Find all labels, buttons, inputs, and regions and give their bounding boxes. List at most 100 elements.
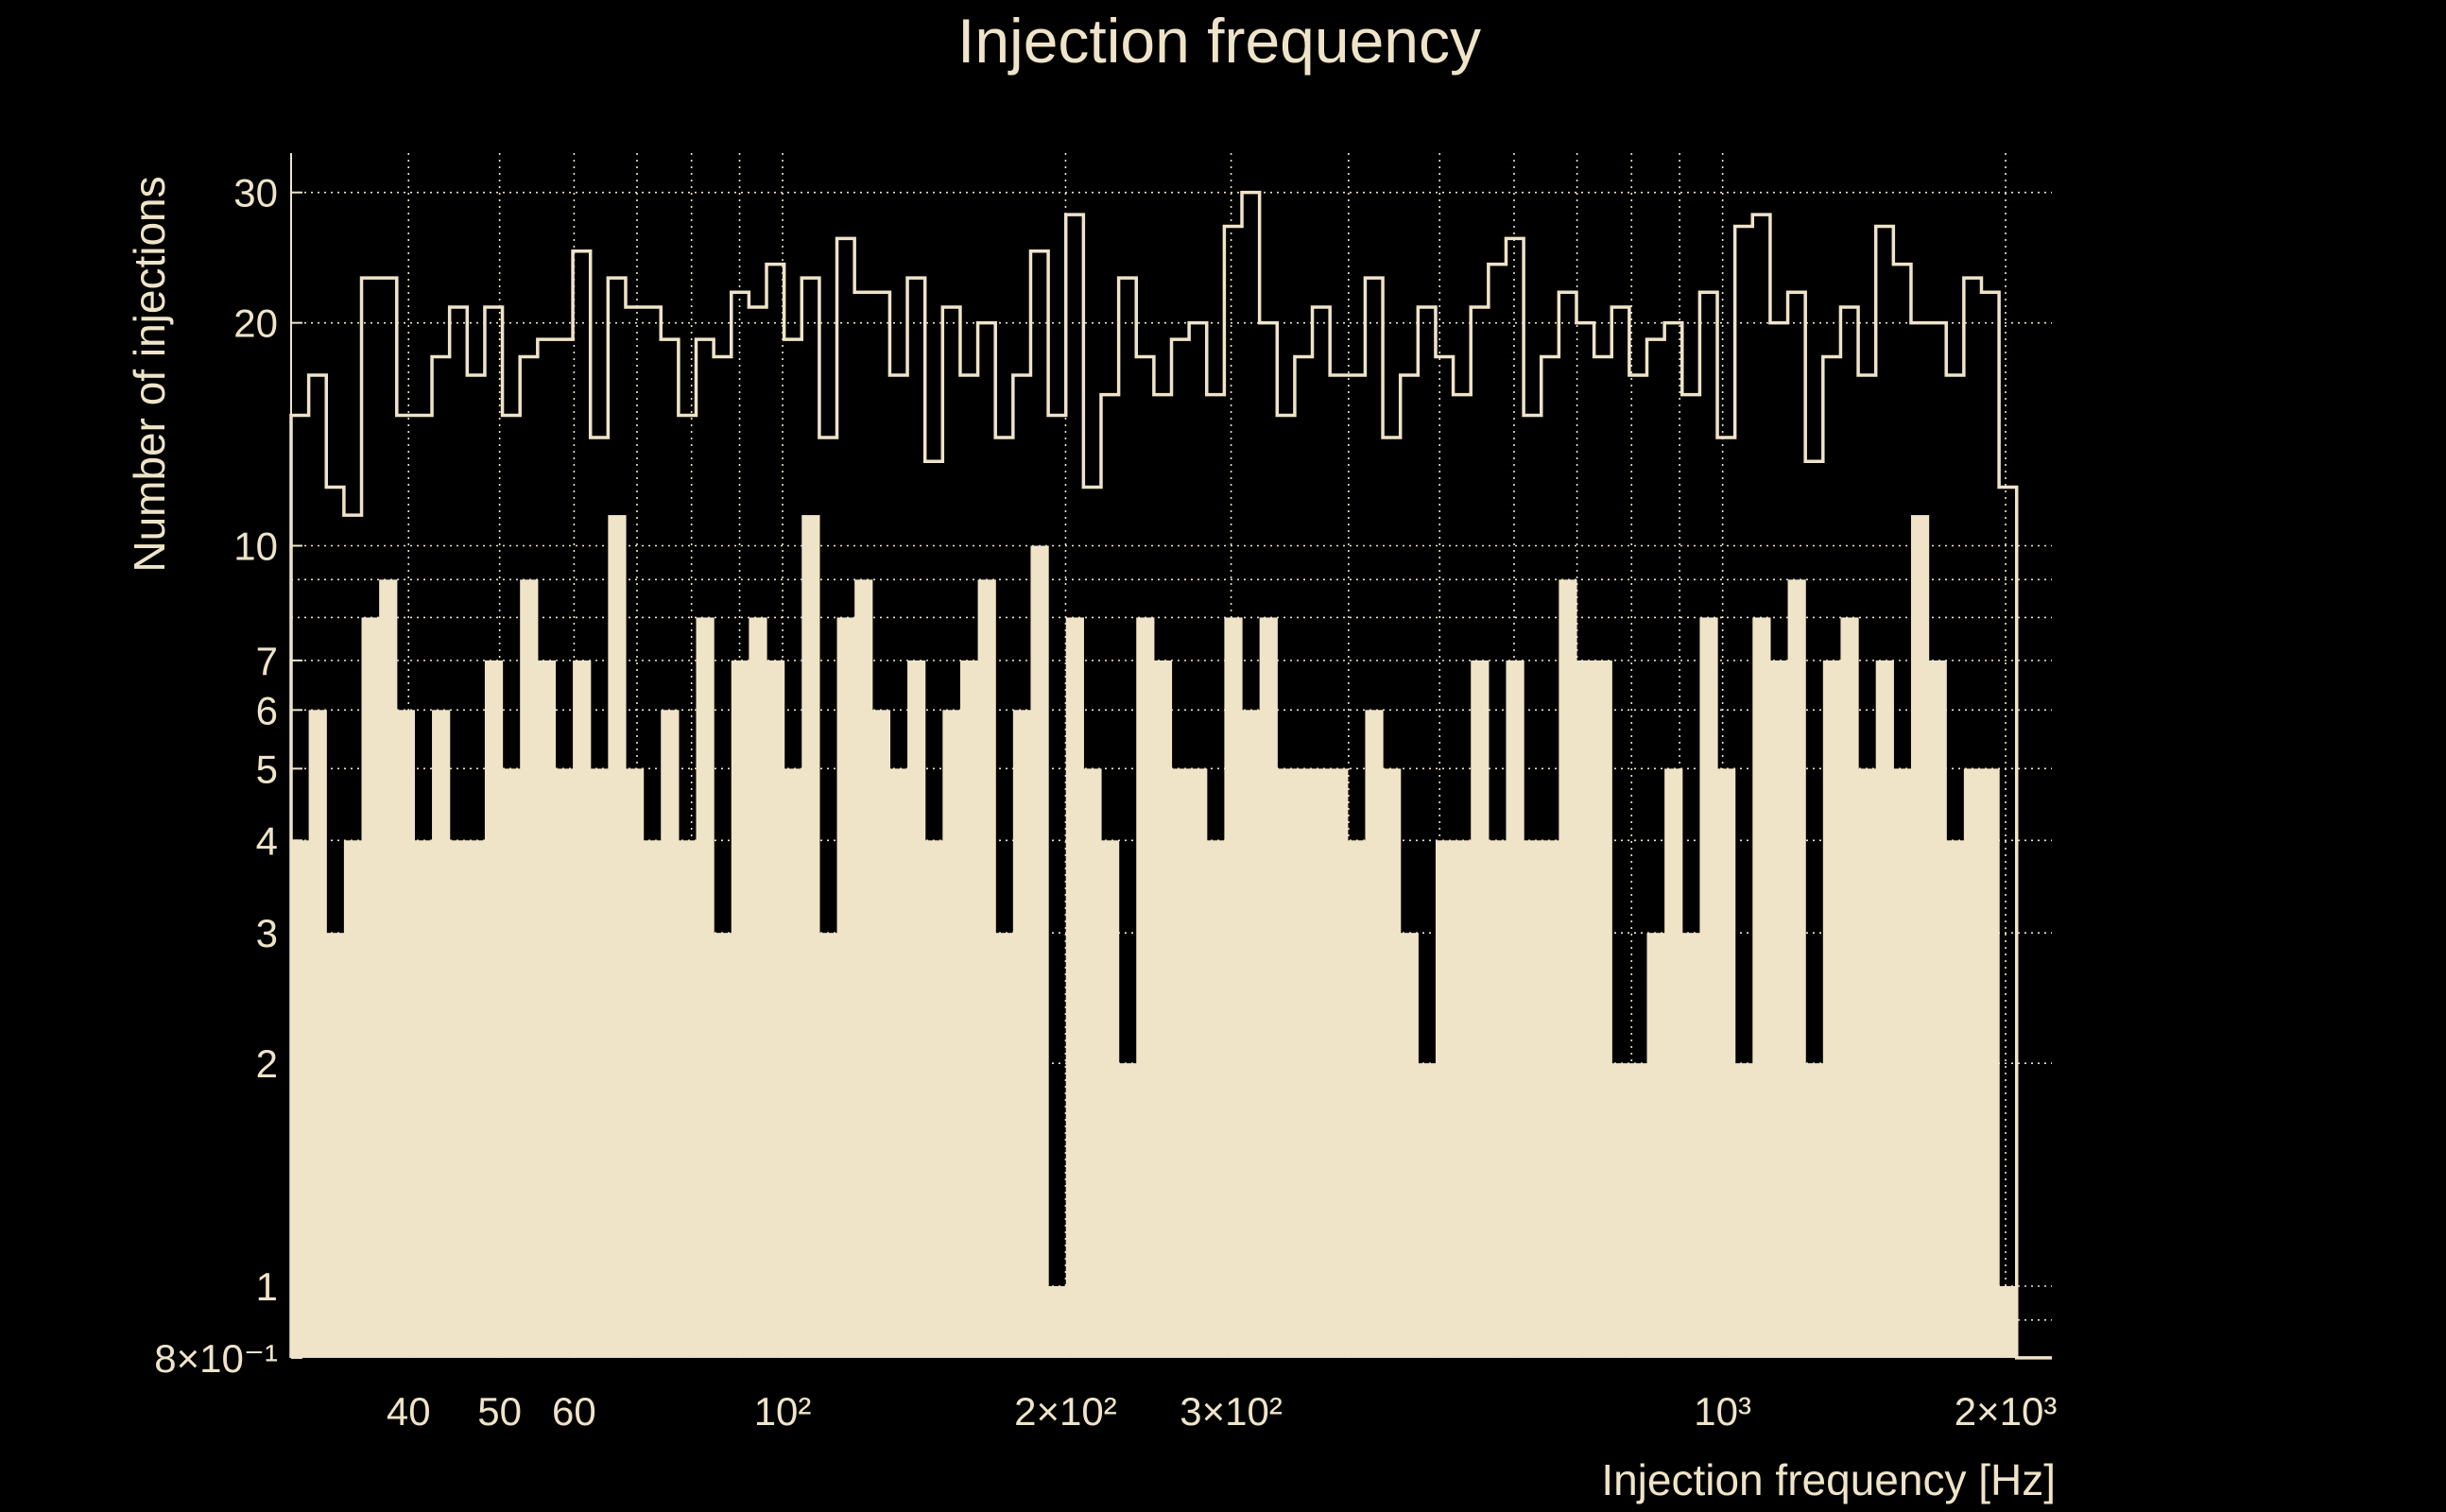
y-axis-label: Number of injections <box>125 176 174 572</box>
x-tick-label: 50 <box>477 1389 522 1434</box>
histogram-bar <box>573 660 592 1358</box>
histogram-bar <box>555 768 574 1358</box>
histogram-bar <box>1999 1286 2018 1358</box>
x-tick-label: 2×10² <box>1014 1389 1117 1434</box>
histogram-bar <box>1294 768 1314 1358</box>
histogram-bar <box>1206 840 1225 1358</box>
histogram-bar <box>1471 660 1490 1358</box>
histogram-bar <box>907 660 926 1358</box>
histogram-bar <box>1506 660 1524 1358</box>
histogram-bar <box>889 768 908 1358</box>
histogram-bar <box>1312 768 1331 1358</box>
x-tick-label: 2×10³ <box>1955 1389 2058 1434</box>
histogram-bar <box>396 710 416 1358</box>
histogram-bar <box>854 579 873 1358</box>
y-tick-label: 5 <box>256 747 278 791</box>
histogram-bar <box>1153 660 1173 1358</box>
histogram-bar <box>1559 579 1577 1358</box>
histogram-bar <box>678 840 698 1358</box>
histogram-bar <box>1928 660 1947 1358</box>
x-tick-label: 60 <box>552 1389 596 1434</box>
histogram-bar <box>1646 933 1665 1358</box>
y-tick-label: 3 <box>256 911 278 955</box>
histogram-bar <box>1805 1063 1824 1358</box>
histogram-bar <box>784 768 802 1358</box>
y-tick-label: 2 <box>256 1041 278 1086</box>
histogram-bar <box>1963 768 1983 1358</box>
x-axis-label: Injection frequency [Hz] <box>1601 1455 2056 1504</box>
histogram-bar <box>1946 840 1965 1358</box>
histogram-bar <box>1171 768 1190 1358</box>
histogram-bar <box>871 710 891 1358</box>
histogram-bar <box>1769 660 1789 1358</box>
histogram-bar <box>731 660 749 1358</box>
histogram-bar <box>1100 840 1120 1358</box>
y-tick-label: 6 <box>256 688 278 732</box>
histogram-bar <box>1875 660 1894 1358</box>
histogram-bar <box>1136 617 1155 1358</box>
histogram-bar <box>995 933 1014 1358</box>
histogram-bar <box>343 840 363 1358</box>
histogram-bar <box>643 840 662 1358</box>
histogram-bar <box>924 840 943 1358</box>
x-tick-labels: 40 50 60 10² 2×10² 3×10² 10³ 2×10³ <box>387 1389 2057 1434</box>
x-tick-label: 10³ <box>1694 1389 1751 1434</box>
histogram-bar <box>308 710 327 1358</box>
histogram-bar <box>1787 579 1806 1358</box>
histogram-bar <box>1453 840 1472 1358</box>
histogram-bar <box>1699 617 1718 1358</box>
histogram-bar <box>467 840 486 1358</box>
axes <box>290 153 302 1359</box>
histogram-bar <box>1822 660 1842 1358</box>
histogram-bar <box>608 515 627 1358</box>
histogram-bar <box>1664 768 1683 1358</box>
histogram-bar <box>1858 768 1877 1358</box>
histogram-bar <box>1734 1063 1753 1358</box>
histogram-bar <box>661 710 680 1358</box>
x-tick-label: 3×10² <box>1180 1389 1283 1434</box>
histogram-bar <box>449 840 468 1358</box>
histogram-bar <box>749 617 767 1358</box>
histogram-bar <box>361 617 380 1358</box>
y-tick-label: 7 <box>256 639 278 683</box>
histogram-bar <box>1418 1063 1437 1358</box>
histogram-bar <box>1330 768 1349 1358</box>
histogram-bar <box>291 840 310 1358</box>
histogram-bar <box>1435 840 1455 1358</box>
histogram-bar <box>1189 768 1208 1358</box>
histogram-bar <box>1400 933 1419 1358</box>
histogram-bar <box>977 579 996 1358</box>
histogram-bar <box>1083 768 1102 1358</box>
histogram-bar <box>1524 840 1542 1358</box>
histogram-bar <box>1277 768 1296 1358</box>
x-tick-label: 40 <box>387 1389 431 1434</box>
histogram-bar <box>696 617 715 1358</box>
histogram-bar <box>1365 710 1384 1358</box>
histogram-bar <box>590 768 609 1358</box>
histogram-bar <box>818 933 838 1358</box>
histogram-bar <box>1576 660 1595 1358</box>
chart-title: Injection frequency <box>957 6 1481 76</box>
histogram-bar <box>432 710 451 1358</box>
histogram-bar <box>1628 1063 1648 1358</box>
histogram-bar <box>326 933 345 1358</box>
histogram-bar <box>714 933 732 1358</box>
histogram-bar <box>1224 617 1243 1358</box>
histogram-bar <box>942 710 961 1358</box>
histogram-bar <box>502 768 521 1358</box>
histogram-bar <box>484 660 504 1358</box>
y-tick-label: 10 <box>233 524 278 569</box>
histogram-bar <box>537 660 557 1358</box>
histogram-bar <box>1048 1286 1067 1358</box>
histogram-bar <box>1012 710 1032 1358</box>
y-tick-labels: 8×10⁻¹ 1 2 3 4 5 6 7 10 20 30 <box>154 171 278 1381</box>
y-tick-label: 1 <box>256 1264 278 1309</box>
histogram-bar <box>1611 1063 1630 1358</box>
histogram-bar <box>1752 617 1771 1358</box>
y-tick-label: 8×10⁻¹ <box>154 1336 278 1381</box>
histogram-bar <box>1910 515 1930 1358</box>
histogram-bar <box>1981 768 2000 1358</box>
histogram-bar <box>1541 840 1559 1358</box>
histogram-bar <box>1488 840 1507 1358</box>
